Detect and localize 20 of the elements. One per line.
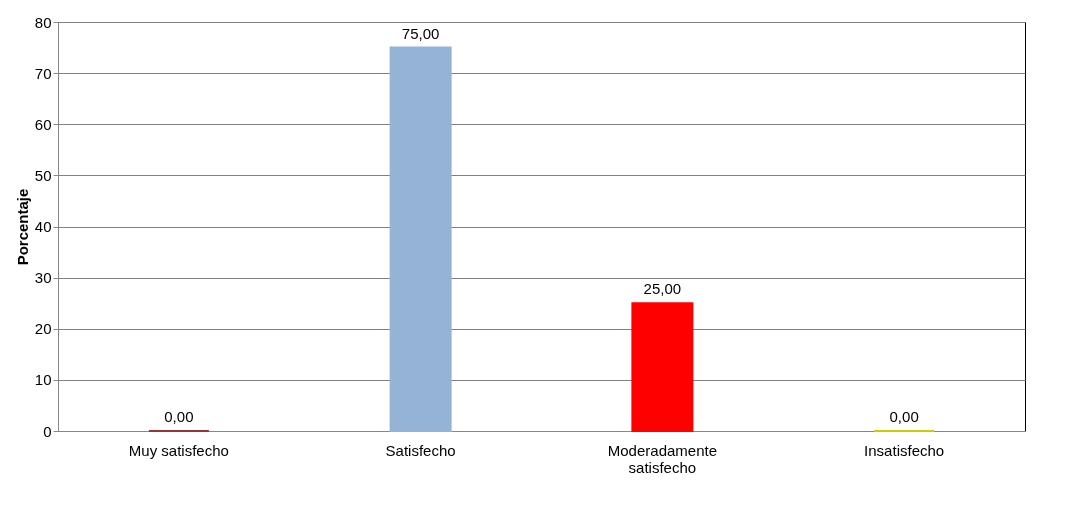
data-label: 0,00 bbox=[889, 408, 919, 425]
bar bbox=[389, 46, 452, 432]
x-tick-label: Moderadamente satisfecho bbox=[607, 441, 717, 476]
y-tick-label: 40 bbox=[34, 218, 52, 235]
y-tick-label: 70 bbox=[34, 64, 52, 82]
y-tick-label: 0 bbox=[43, 422, 52, 440]
y-tick-label: 10 bbox=[34, 371, 52, 389]
bar bbox=[631, 302, 694, 432]
y-tick-label: 60 bbox=[34, 115, 52, 133]
data-label: 0,00 bbox=[164, 408, 194, 425]
x-tick-label: Insatisfecho bbox=[864, 441, 945, 459]
x-tick-label: Satisfecho bbox=[385, 441, 456, 459]
y-axis-title: Porcentaje bbox=[13, 188, 31, 266]
data-label: 25,00 bbox=[643, 280, 682, 298]
x-tick-label: Muy satisfecho bbox=[128, 441, 229, 459]
y-tick-label: 30 bbox=[34, 269, 52, 287]
y-tick-label: 80 bbox=[34, 13, 52, 31]
y-tick-label: 20 bbox=[34, 320, 52, 338]
y-tick-label: 50 bbox=[34, 166, 52, 184]
data-label: 75,00 bbox=[401, 24, 440, 42]
